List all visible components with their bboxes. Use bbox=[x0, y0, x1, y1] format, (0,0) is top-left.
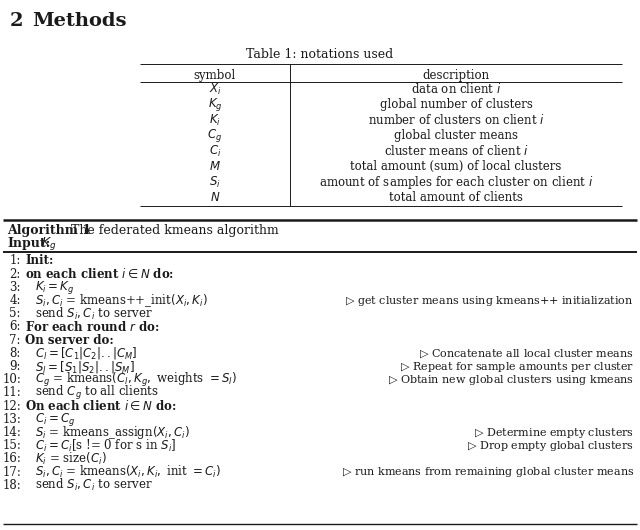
Text: cluster means of client $i$: cluster means of client $i$ bbox=[383, 144, 529, 158]
Text: 16:: 16: bbox=[2, 453, 21, 465]
Text: 7:: 7: bbox=[10, 334, 21, 347]
Text: symbol: symbol bbox=[194, 69, 236, 83]
Text: $N$: $N$ bbox=[210, 191, 220, 204]
Text: On server do:: On server do: bbox=[25, 334, 114, 347]
Text: On each client $i \in N$ do:: On each client $i \in N$ do: bbox=[25, 399, 177, 413]
Text: data on client $i$: data on client $i$ bbox=[411, 82, 501, 96]
Text: 6:: 6: bbox=[10, 321, 21, 333]
Text: 13:: 13: bbox=[2, 413, 21, 426]
Text: $\triangleright$ Repeat for sample amounts per cluster: $\triangleright$ Repeat for sample amoun… bbox=[400, 359, 634, 374]
Text: The federated kmeans algorithm: The federated kmeans algorithm bbox=[71, 224, 279, 237]
Text: amount of samples for each cluster on client $i$: amount of samples for each cluster on cl… bbox=[319, 174, 593, 191]
Text: For each round $r$ do:: For each round $r$ do: bbox=[25, 320, 160, 334]
Text: $K_i$ = size$(C_i)$: $K_i$ = size$(C_i)$ bbox=[35, 451, 107, 467]
Text: $\triangleright$ run kmeans from remaining global cluster means: $\triangleright$ run kmeans from remaini… bbox=[342, 465, 634, 479]
Text: $K_g$: $K_g$ bbox=[41, 235, 56, 252]
Text: send $C_g$ to all clients: send $C_g$ to all clients bbox=[35, 384, 159, 402]
Text: Init:: Init: bbox=[25, 254, 53, 268]
Text: $S_i, C_i$ = kmeans++_init$(X_i, K_i)$: $S_i, C_i$ = kmeans++_init$(X_i, K_i)$ bbox=[35, 292, 208, 309]
Text: 9:: 9: bbox=[10, 360, 21, 373]
Text: $S_l = [S_1|S_2|..|S_M]$: $S_l = [S_1|S_2|..|S_M]$ bbox=[35, 359, 134, 375]
Text: 4:: 4: bbox=[10, 294, 21, 307]
Text: $C_l = [C_1|C_2|..|C_M]$: $C_l = [C_1|C_2|..|C_M]$ bbox=[35, 346, 138, 361]
Text: Methods: Methods bbox=[32, 12, 127, 30]
Text: 18:: 18: bbox=[3, 479, 21, 492]
Text: 17:: 17: bbox=[2, 466, 21, 479]
Text: $\triangleright$ Concatenate all local cluster means: $\triangleright$ Concatenate all local c… bbox=[419, 347, 634, 360]
Text: 5:: 5: bbox=[10, 307, 21, 320]
Text: Algorithm 1: Algorithm 1 bbox=[7, 224, 91, 237]
Text: $C_g$ = kmeans$(C_l, K_g,$ weights $= S_l)$: $C_g$ = kmeans$(C_l, K_g,$ weights $= S_… bbox=[35, 371, 237, 389]
Text: on each client $i \in N$ do:: on each client $i \in N$ do: bbox=[25, 267, 174, 281]
Text: $\triangleright$ Drop empty global clusters: $\triangleright$ Drop empty global clust… bbox=[467, 439, 634, 453]
Text: Input:: Input: bbox=[7, 237, 51, 250]
Text: $\triangleright$ Determine empty clusters: $\triangleright$ Determine empty cluster… bbox=[474, 426, 634, 439]
Text: $C_i = C_i$[s != 0 for s in $S_i$]: $C_i = C_i$[s != 0 for s in $S_i$] bbox=[35, 438, 176, 454]
Text: send $S_i, C_i$ to server: send $S_i, C_i$ to server bbox=[35, 306, 153, 322]
Text: $K_i$: $K_i$ bbox=[209, 113, 221, 128]
Text: $C_i = C_g$: $C_i = C_g$ bbox=[35, 411, 76, 428]
Text: 11:: 11: bbox=[3, 386, 21, 400]
Text: send $S_i, C_i$ to server: send $S_i, C_i$ to server bbox=[35, 478, 153, 493]
Text: number of clusters on client $i$: number of clusters on client $i$ bbox=[367, 113, 545, 127]
Text: 1:: 1: bbox=[10, 254, 21, 268]
Text: 3:: 3: bbox=[10, 281, 21, 294]
Text: 15:: 15: bbox=[2, 439, 21, 452]
Text: $S_i$: $S_i$ bbox=[209, 175, 221, 190]
Text: total amount (sum) of local clusters: total amount (sum) of local clusters bbox=[350, 160, 562, 173]
Text: $C_i$: $C_i$ bbox=[209, 144, 221, 159]
Text: total amount of clients: total amount of clients bbox=[389, 191, 523, 204]
Text: $X_i$: $X_i$ bbox=[209, 82, 221, 97]
Text: 12:: 12: bbox=[3, 400, 21, 413]
Text: 10:: 10: bbox=[2, 373, 21, 386]
Text: $\triangleright$ get cluster means using kmeans++ initialization: $\triangleright$ get cluster means using… bbox=[346, 294, 634, 307]
Text: $C_g$: $C_g$ bbox=[207, 127, 223, 144]
Text: 14:: 14: bbox=[2, 426, 21, 439]
Text: global cluster means: global cluster means bbox=[394, 129, 518, 142]
Text: $S_i$ = kmeans_assign$(X_i,C_i)$: $S_i$ = kmeans_assign$(X_i,C_i)$ bbox=[35, 424, 189, 441]
Text: $M$: $M$ bbox=[209, 160, 221, 173]
Text: 2:: 2: bbox=[10, 268, 21, 281]
Text: $K_g$: $K_g$ bbox=[208, 96, 222, 113]
Text: Table 1: notations used: Table 1: notations used bbox=[246, 48, 394, 61]
Text: $\triangleright$ Obtain new global clusters using kmeans: $\triangleright$ Obtain new global clust… bbox=[388, 373, 634, 387]
Text: 2: 2 bbox=[10, 12, 24, 30]
Text: description: description bbox=[422, 69, 490, 83]
Text: 8:: 8: bbox=[10, 347, 21, 360]
Text: $S_i, C_i$ = kmeans$(X_i, K_i,$ init $= C_i)$: $S_i, C_i$ = kmeans$(X_i, K_i,$ init $= … bbox=[35, 464, 221, 480]
Text: global number of clusters: global number of clusters bbox=[380, 98, 532, 111]
Text: $K_i = K_g$: $K_i = K_g$ bbox=[35, 279, 74, 296]
